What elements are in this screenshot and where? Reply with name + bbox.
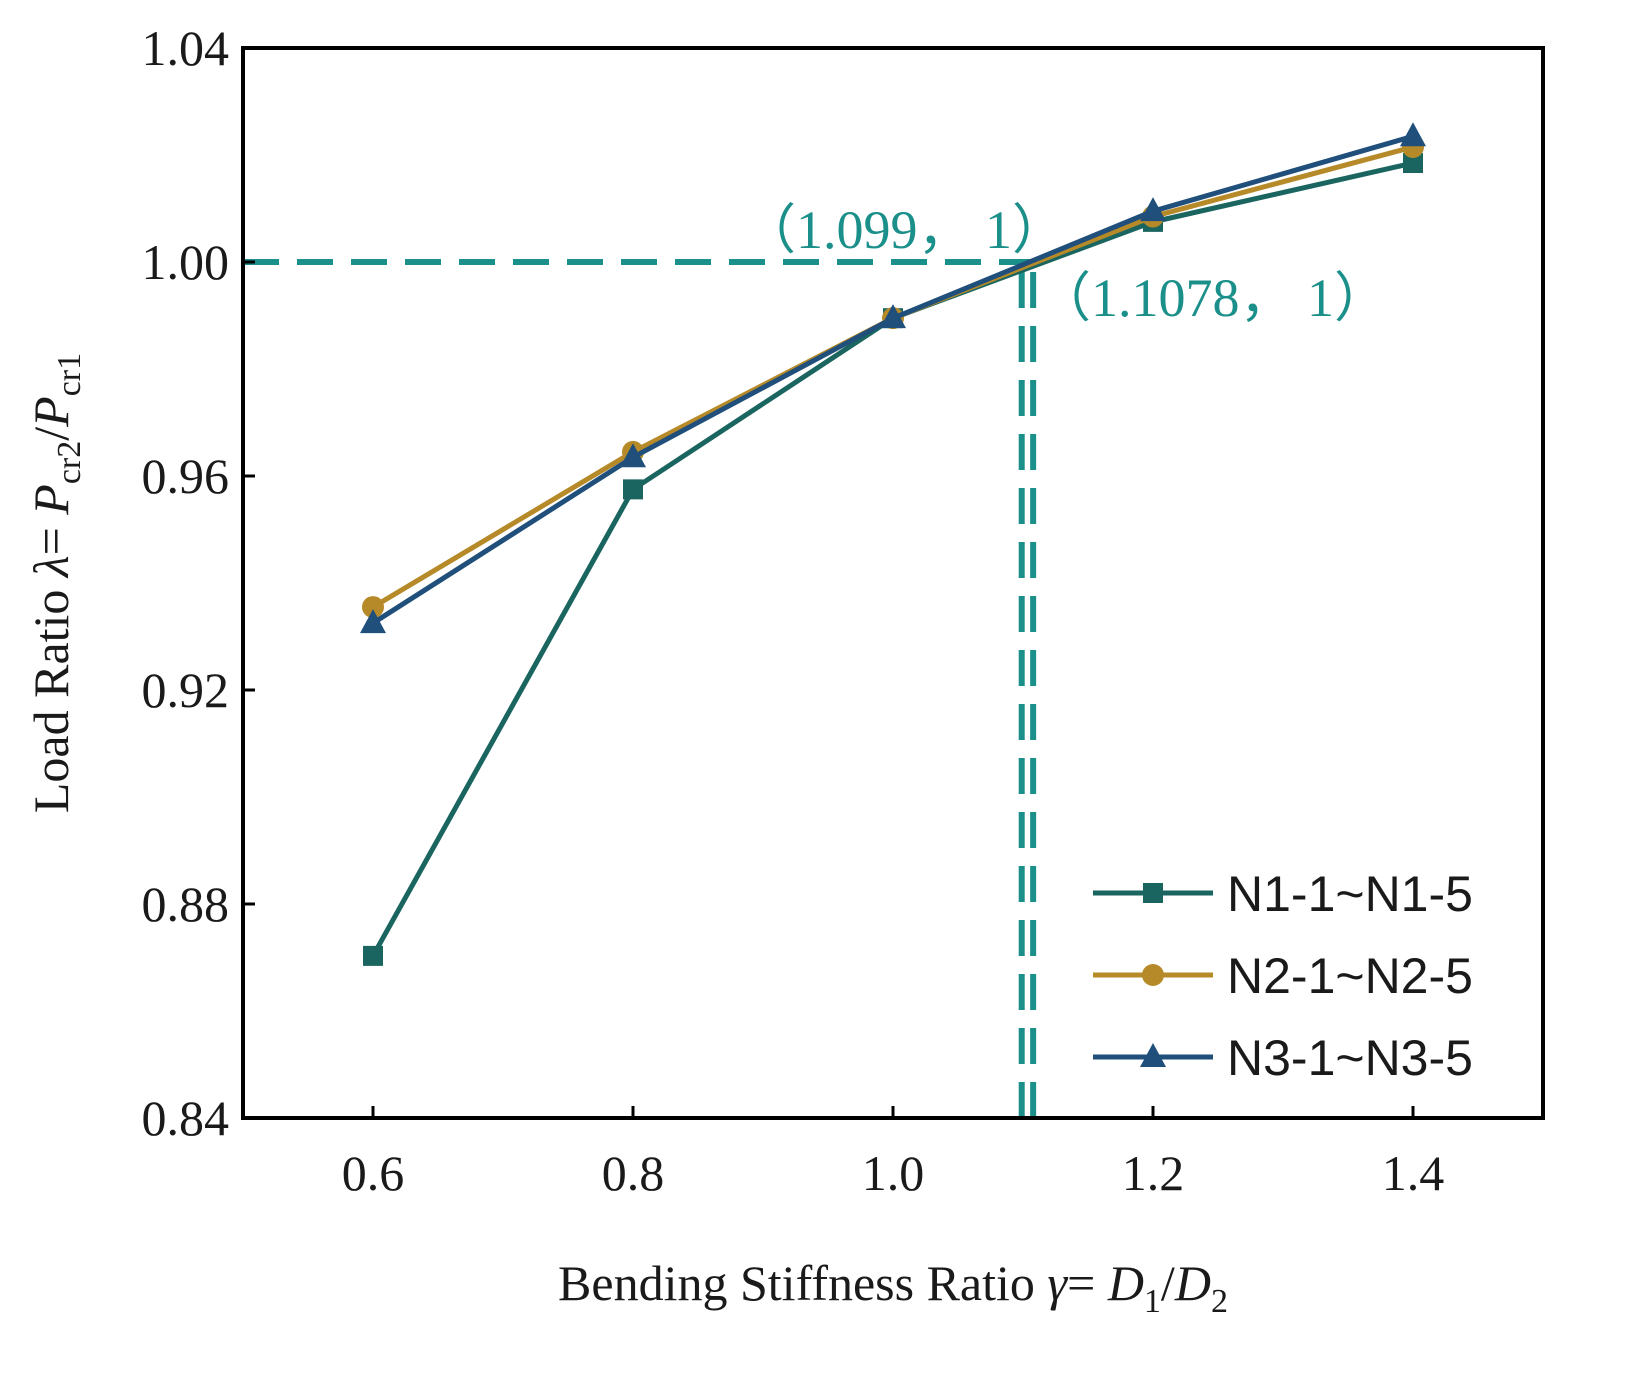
legend-marker <box>1143 883 1163 903</box>
series-2-point <box>362 596 384 619</box>
x-tick-label: 1.4 <box>1382 1145 1445 1201</box>
y-tick-label: 1.04 <box>142 20 230 76</box>
series-3-point <box>1400 122 1426 147</box>
x-tick-label: 1.0 <box>862 1145 925 1201</box>
x-tick-label: 0.8 <box>602 1145 665 1201</box>
y-title-prefix: Load Ratio <box>23 577 79 813</box>
axis-ticks: 0.6 0.8 1.0 1.2 1.4 0.84 0.88 0.92 0.96 1.00 1.04 <box>142 20 1445 1201</box>
series-layer <box>360 122 1426 966</box>
y-axis-title: Load Ratio λ= Pcr2/Pcr1 <box>23 353 88 813</box>
y-tick-label: 1.00 <box>142 234 230 290</box>
y-tick-label: 0.88 <box>142 876 230 932</box>
x-title-var1: D <box>1107 1255 1144 1311</box>
x-tick-label: 0.6 <box>342 1145 405 1201</box>
x-title-var2: D <box>1174 1255 1211 1311</box>
series-1-point <box>623 479 643 500</box>
x-axis-title: Bending Stiffness Ratio γ= D1/D2 <box>558 1255 1228 1320</box>
series-3-point <box>880 304 906 329</box>
y-title-sub1: cr2 <box>51 441 88 484</box>
y-tick-label: 0.92 <box>142 662 230 718</box>
annotations: （1.099， 1） （1.1078， 1） <box>742 200 1388 328</box>
y-tick-label: 0.96 <box>142 448 230 504</box>
reference-lines <box>243 259 1037 1118</box>
legend: N1-1~N1-5 N2-1~N2-5 N3-1~N3-5 <box>1093 866 1473 1086</box>
legend-marker <box>1140 1043 1166 1067</box>
annotation-label: （1.099， 1） <box>742 200 1066 260</box>
x-title-prefix: Bending Stiffness Ratio <box>558 1255 1047 1311</box>
annotation-label: （1.1078， 1） <box>1037 268 1388 328</box>
legend-label: N3-1~N3-5 <box>1227 1030 1473 1086</box>
y-tick-label: 0.84 <box>142 1090 230 1146</box>
y-title-eq: = <box>23 515 79 556</box>
legend-marker <box>1142 964 1164 986</box>
x-title-symbol: γ <box>1047 1255 1068 1311</box>
x-tick-label: 1.2 <box>1122 1145 1185 1201</box>
y-title-var2: P <box>23 396 79 428</box>
x-title-slash: / <box>1161 1255 1175 1311</box>
series-1-point <box>1403 153 1423 174</box>
y-title-slash: / <box>23 427 79 441</box>
legend-label: N2-1~N2-5 <box>1227 948 1473 1004</box>
legend-label: N1-1~N1-5 <box>1227 866 1473 922</box>
series-3-point <box>1140 197 1166 222</box>
y-title-var1: P <box>23 484 79 516</box>
series-3 <box>360 122 1426 634</box>
y-title-sub2: cr1 <box>51 353 88 396</box>
series-1-point <box>363 945 383 966</box>
y-title-symbol: λ <box>23 555 79 579</box>
series-3-point <box>620 443 646 468</box>
series-3-point <box>360 609 386 634</box>
x-title-sub2: 2 <box>1211 1283 1228 1320</box>
x-title-sub1: 1 <box>1144 1283 1161 1320</box>
x-title-eq: = <box>1067 1255 1108 1311</box>
